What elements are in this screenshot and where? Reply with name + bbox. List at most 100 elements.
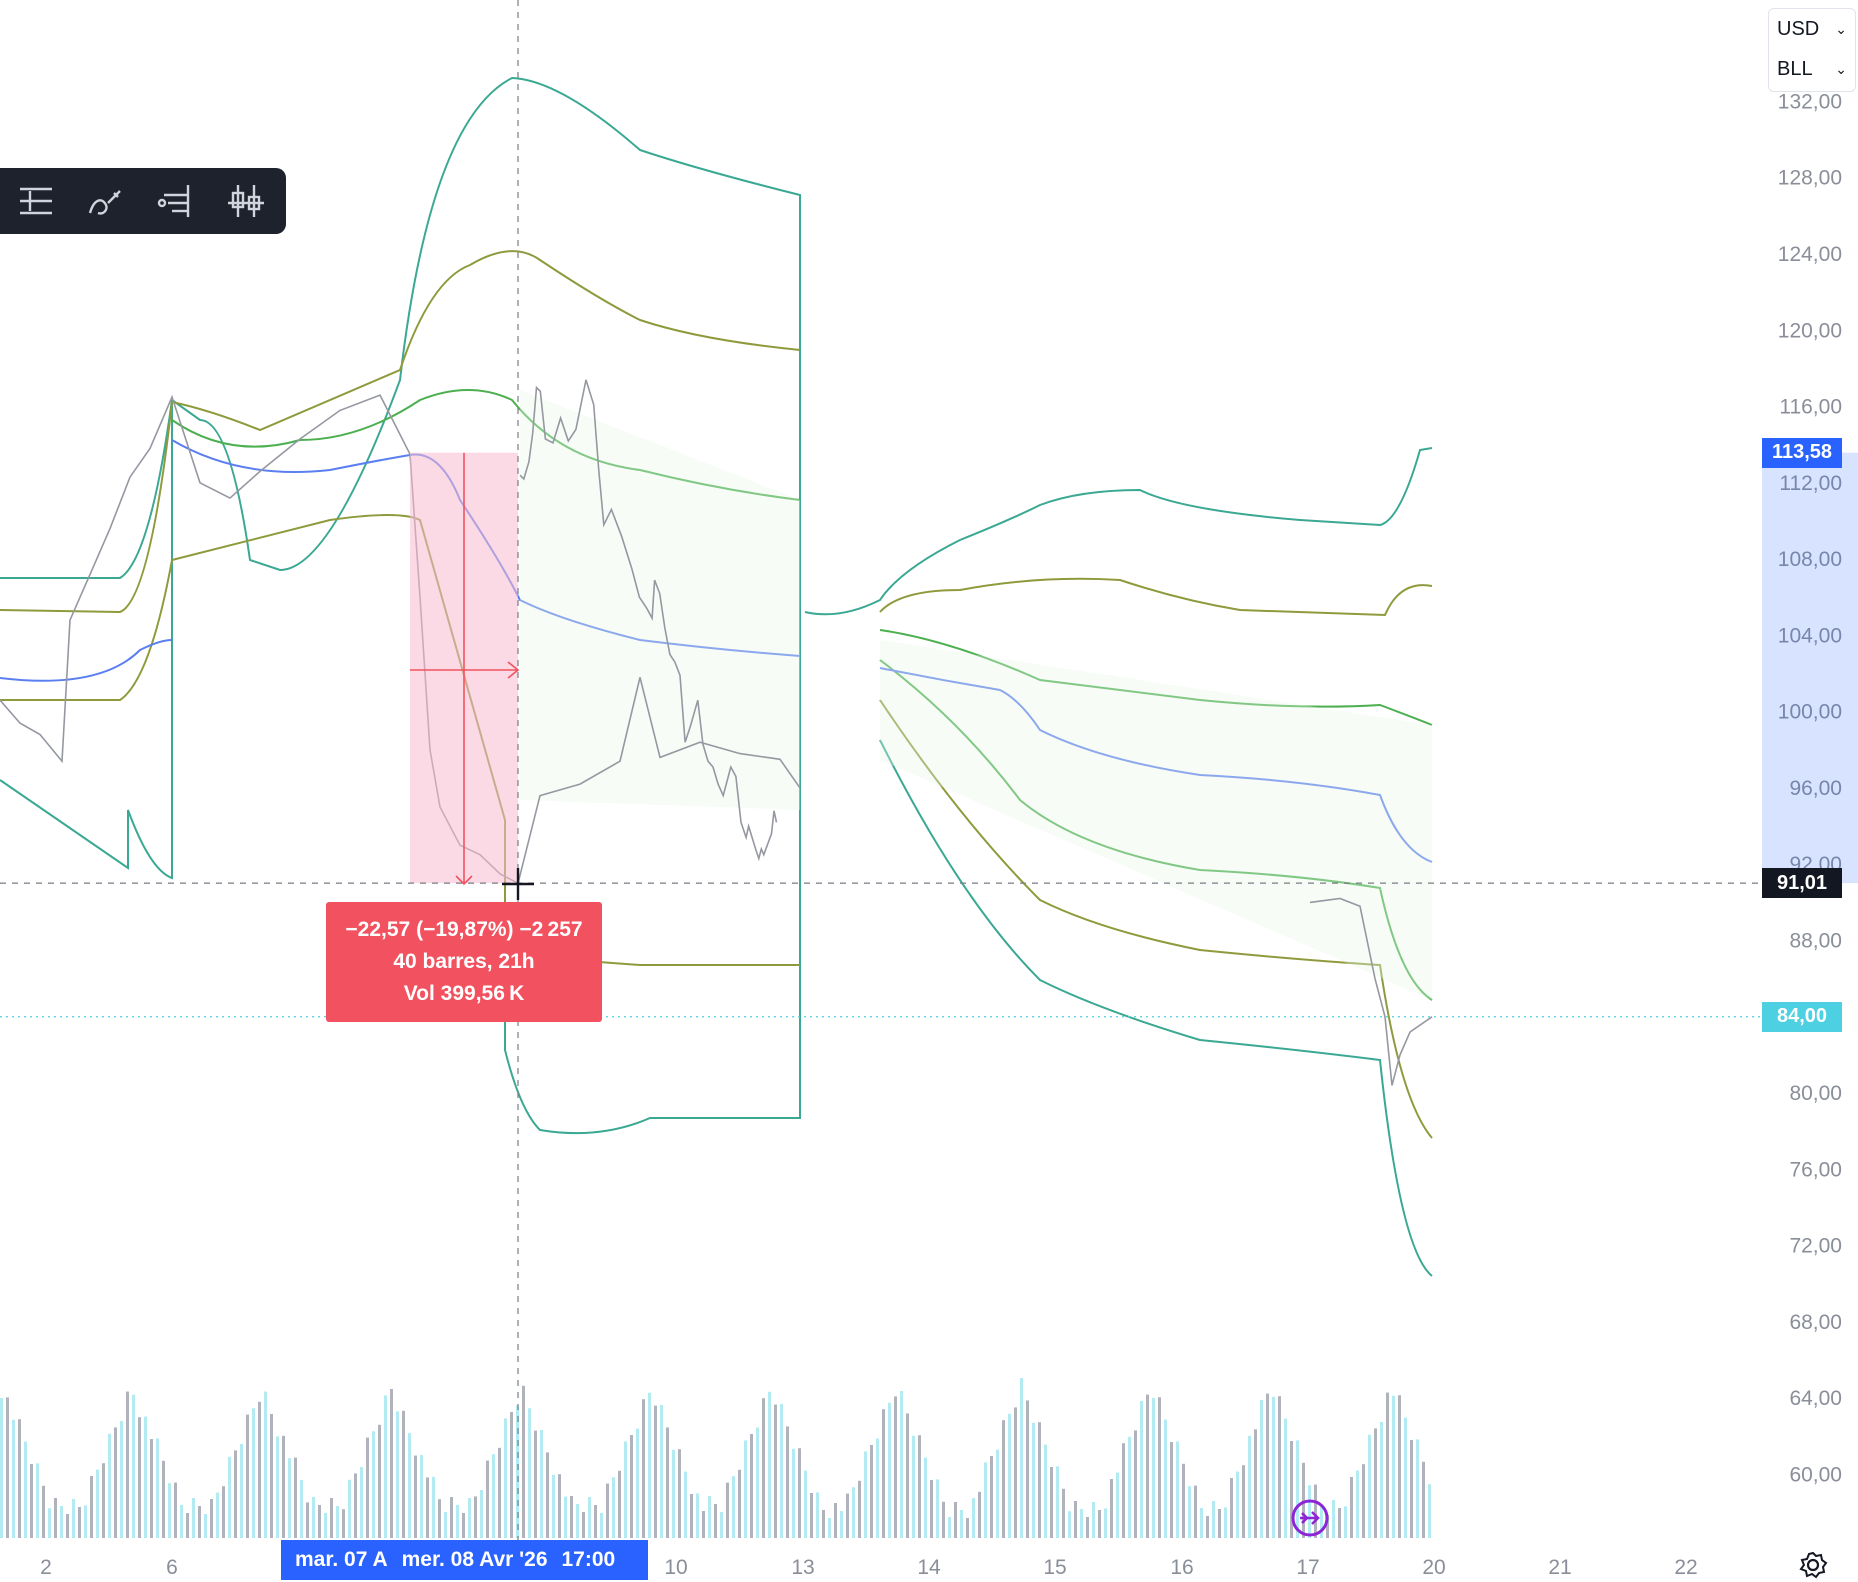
volume-bar	[72, 1499, 75, 1538]
volume-bar	[696, 1493, 699, 1538]
volume-bar	[660, 1405, 663, 1538]
volume-bar	[816, 1492, 819, 1538]
volume-bar	[1038, 1422, 1041, 1538]
symbol-row[interactable]: BLL ⌄	[1769, 49, 1855, 89]
band-line	[879, 739, 1433, 1277]
x-tick-label: 21	[1548, 1556, 1571, 1579]
long-position-icon[interactable]	[152, 177, 200, 225]
volume-bar	[24, 1441, 27, 1538]
volume-bar	[1272, 1396, 1275, 1538]
volume-bar	[1080, 1509, 1083, 1538]
volume-bar	[768, 1391, 771, 1538]
volume-bar	[252, 1408, 255, 1538]
volume-bar	[516, 1405, 519, 1538]
volume-bar	[804, 1470, 807, 1538]
volume-bar	[270, 1414, 273, 1538]
volume-bar	[840, 1511, 843, 1538]
volume-bar	[1314, 1484, 1317, 1538]
gear-icon[interactable]	[1796, 1548, 1830, 1582]
volume-bar	[1248, 1435, 1251, 1538]
volume-bar	[522, 1385, 525, 1538]
volume-bar	[702, 1511, 705, 1538]
candles-icon[interactable]	[222, 177, 270, 225]
volume-bar	[1332, 1500, 1335, 1538]
volume-bar	[1404, 1417, 1407, 1538]
volume-bar	[330, 1498, 333, 1538]
volume-bar	[300, 1480, 303, 1538]
volume-bar	[834, 1503, 837, 1538]
x-tick-label: 20	[1422, 1556, 1445, 1579]
volume-bar	[66, 1514, 69, 1538]
price-line	[519, 379, 778, 862]
volume-bar	[828, 1518, 831, 1538]
band-line	[0, 250, 801, 614]
volume-bar	[642, 1399, 645, 1538]
brush-icon[interactable]	[82, 177, 130, 225]
volume-bar	[600, 1513, 603, 1538]
volume-bar	[96, 1469, 99, 1538]
volume-bar	[912, 1435, 915, 1538]
volume-bar	[138, 1417, 141, 1538]
volume-bar	[1284, 1418, 1287, 1538]
volume-bar	[1194, 1485, 1197, 1538]
volume-bar	[1104, 1508, 1107, 1538]
volume-bar	[864, 1451, 867, 1538]
volume-bar	[1170, 1442, 1173, 1538]
volume-bar	[540, 1430, 543, 1538]
currency-symbol: BLL	[1777, 57, 1813, 80]
volume-bar	[900, 1391, 903, 1538]
volume-bar	[228, 1456, 231, 1538]
volume-bar	[612, 1477, 615, 1538]
volume-bar	[630, 1435, 633, 1538]
volume-bar	[108, 1433, 111, 1538]
alert-arrow-icon[interactable]	[1290, 1498, 1330, 1538]
volume-bar	[582, 1512, 585, 1538]
volume-bar	[378, 1424, 381, 1538]
band-line	[879, 659, 1433, 1001]
volume-bar	[594, 1505, 597, 1538]
band-line	[879, 577, 1433, 617]
volume-bar	[1182, 1463, 1185, 1538]
currency-selector[interactable]: USD ⌄ BLL ⌄	[1768, 8, 1856, 92]
volume-bar	[1116, 1472, 1119, 1538]
price-range-icon[interactable]	[12, 177, 60, 225]
volume-bar	[1296, 1440, 1299, 1538]
volume-bar	[264, 1391, 267, 1538]
x-tick-label: 10	[664, 1556, 687, 1579]
volume-bar	[12, 1419, 15, 1538]
volume-bar	[312, 1497, 315, 1538]
volume-bar	[342, 1509, 345, 1538]
volume-bar	[282, 1435, 285, 1538]
volume-bar	[786, 1426, 789, 1538]
volume-bar	[1110, 1479, 1113, 1538]
volume-bar	[354, 1473, 357, 1538]
volume-bar	[480, 1490, 483, 1538]
volume-bar	[162, 1460, 165, 1538]
volume-bar	[822, 1510, 825, 1538]
volume-bar	[960, 1510, 963, 1538]
volume-bar	[1092, 1502, 1095, 1538]
measure-volume: Vol 399,56 K	[403, 982, 525, 1005]
volume-bar	[870, 1445, 873, 1538]
x-axis: 2 6 10 13 14 15 16 17 20 21 22	[40, 1556, 1698, 1579]
volume-bar	[1320, 1507, 1323, 1538]
band-line	[879, 699, 1433, 1139]
y-tick-label: 116,00	[1779, 396, 1842, 419]
x-tick-label: 13	[791, 1556, 814, 1579]
volume-bar	[810, 1493, 813, 1538]
volume-bar	[186, 1513, 189, 1538]
volume-bar	[618, 1470, 621, 1538]
volume-bar	[234, 1450, 237, 1538]
volume-bar	[918, 1435, 921, 1538]
currency-row[interactable]: USD ⌄	[1769, 9, 1855, 49]
time-label-b: mer. 08 Avr '26	[401, 1548, 548, 1571]
price-label-last: 84,00	[1762, 1001, 1842, 1032]
volume-bar	[996, 1449, 999, 1538]
volume-bar	[780, 1404, 783, 1538]
volume-bar	[798, 1448, 801, 1538]
volume-bar	[468, 1498, 471, 1538]
volume-bar	[762, 1398, 765, 1538]
volume-bar	[150, 1439, 153, 1538]
volume-bar	[744, 1440, 747, 1538]
